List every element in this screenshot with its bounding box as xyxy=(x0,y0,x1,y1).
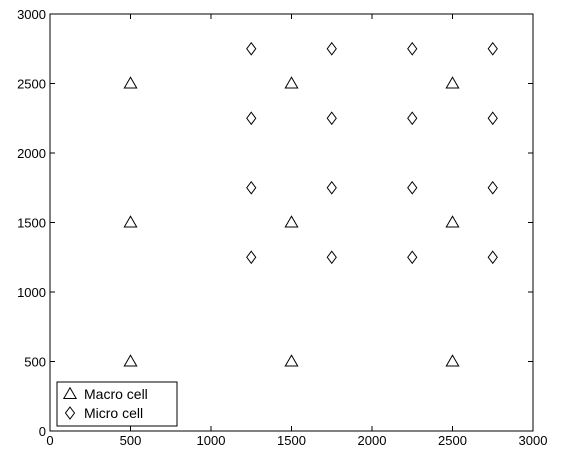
micro-cell-point xyxy=(487,41,498,56)
macro-cell-point xyxy=(284,76,299,89)
x-tick-label: 2500 xyxy=(438,433,467,448)
micro-cell-point xyxy=(407,111,418,126)
micro-cell-point xyxy=(246,41,257,56)
y-tick-label: 2500 xyxy=(17,77,46,92)
y-tick-label: 2000 xyxy=(17,146,46,161)
micro-cell-point xyxy=(407,41,418,56)
macro-cell-point xyxy=(123,354,138,367)
legend: Macro cell Micro cell xyxy=(56,381,178,427)
micro-cell-point xyxy=(487,111,498,126)
y-axis: 0 500 1000 1500 2000 2500 3000 xyxy=(17,7,533,439)
y-tick-label: 1000 xyxy=(17,285,46,300)
legend-marker-diamond-icon xyxy=(64,406,76,420)
macro-cell-point xyxy=(445,76,460,89)
y-tick-label: 1500 xyxy=(17,216,46,231)
x-tick-label: 500 xyxy=(120,433,142,448)
x-tick-label: 1000 xyxy=(197,433,226,448)
micro-cell-point xyxy=(326,41,337,56)
legend-label: Micro cell xyxy=(84,405,143,421)
macro-cell-point xyxy=(123,76,138,89)
x-axis: 0 500 1000 1500 2000 2500 3000 xyxy=(46,14,547,448)
micro-cell-point xyxy=(246,180,257,195)
macro-cell-point xyxy=(123,215,138,228)
plot-frame xyxy=(49,13,534,432)
legend-marker-triangle-icon xyxy=(62,386,78,399)
micro-cell-point xyxy=(326,180,337,195)
x-tick-label: 2000 xyxy=(358,433,387,448)
micro-cell-point xyxy=(246,111,257,126)
macro-cell-point xyxy=(445,215,460,228)
legend-label: Macro cell xyxy=(84,386,148,402)
micro-cell-point xyxy=(326,111,337,126)
micro-cell-point xyxy=(487,250,498,265)
y-tick-label: 500 xyxy=(24,355,46,370)
macro-cell-point xyxy=(284,354,299,367)
macro-cell-point xyxy=(445,354,460,367)
micro-cell-point xyxy=(326,250,337,265)
plot-area xyxy=(49,13,534,432)
x-tick-label: 1500 xyxy=(277,433,306,448)
y-tick-label: 3000 xyxy=(17,7,46,22)
legend-box xyxy=(56,381,178,427)
x-tick-label: 3000 xyxy=(519,433,548,448)
x-tick-label: 0 xyxy=(46,433,53,448)
micro-cell-point xyxy=(407,180,418,195)
data-marks xyxy=(123,41,498,367)
macro-cell-point xyxy=(284,215,299,228)
micro-cell-point xyxy=(407,250,418,265)
micro-cell-point xyxy=(487,180,498,195)
y-tick-label: 0 xyxy=(39,424,46,439)
micro-cell-point xyxy=(246,250,257,265)
